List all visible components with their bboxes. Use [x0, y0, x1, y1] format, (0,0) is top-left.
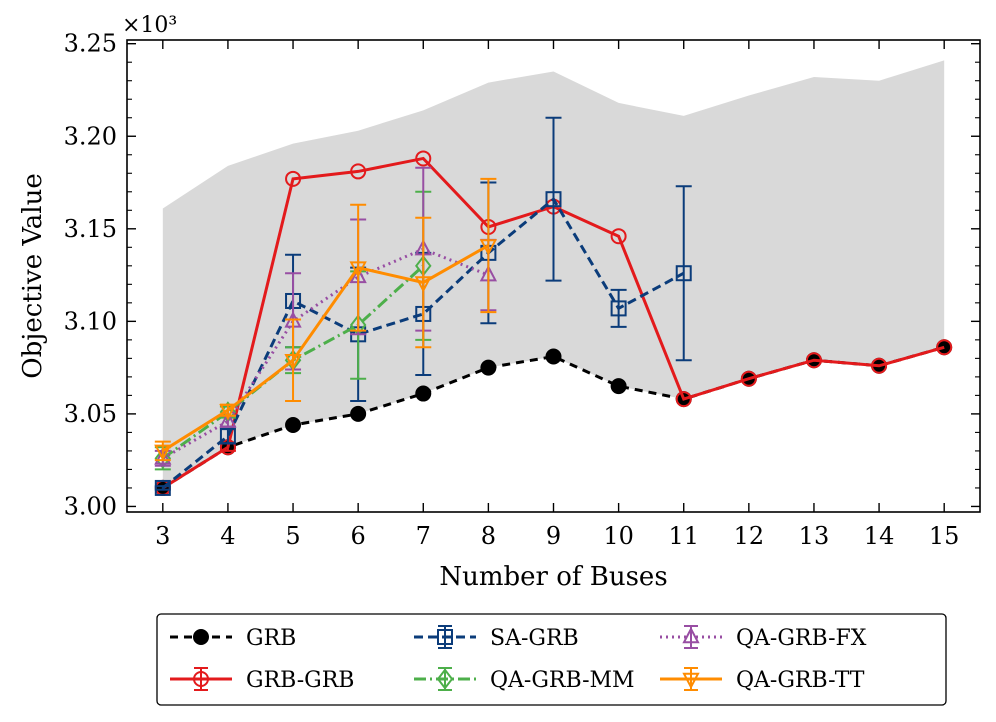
legend-marker	[682, 672, 700, 690]
point-qa_grb_mm	[154, 447, 172, 470]
point-grb	[415, 385, 432, 402]
x-tick-label: 4	[220, 522, 235, 550]
point-qa_grb_tt	[414, 276, 432, 293]
series-line-qa_grb_tt	[162, 244, 490, 453]
point-qa_grb_tt	[479, 239, 498, 256]
point-grb	[350, 405, 367, 422]
x-tick-label: 3	[155, 522, 170, 550]
point-sa_grb	[610, 300, 627, 317]
y-tick-label: 3.00	[64, 492, 117, 520]
y-tick-label: 3.10	[64, 307, 117, 335]
legend-marker	[437, 629, 453, 645]
legend-marker	[193, 671, 209, 687]
legend: GRB SA-GRB QA-GRB-FX GRB-GRB QA-GRB-MM QA-GRB…	[156, 613, 947, 706]
point-grb_grb	[350, 163, 367, 180]
axis-ticks: 3 4 5 6 7 8 9 10 11 12 13 14 15 3.00 3.05 3.10 3.15 3.20 3…	[64, 30, 980, 550]
legend-label: QA-GRB-TT	[736, 668, 865, 693]
legend-item-qa_grb_tt: QA-GRB-TT	[660, 667, 865, 693]
x-tick-label: 11	[668, 522, 699, 550]
point-grb	[610, 378, 627, 395]
point-qa_grb_fx	[154, 448, 172, 465]
series-qa_grb_tt	[154, 177, 498, 462]
legend-label: SA-GRB	[490, 626, 579, 651]
point-grb_grb	[675, 391, 692, 408]
legend-item-grb: GRB	[170, 626, 296, 651]
legend-box	[156, 613, 947, 706]
x-tick-label: 12	[734, 522, 765, 550]
y-axis-label: Objective Value	[18, 173, 48, 378]
y-scale-label: ×10³	[122, 13, 177, 38]
x-tick-label: 9	[546, 522, 561, 550]
legend-item-qa_grb_mm: QA-GRB-MM	[414, 667, 635, 693]
series-line-sa_grb	[161, 196, 685, 490]
point-grb	[545, 348, 562, 365]
point-grb	[480, 359, 497, 376]
point-qa_grb_fx	[219, 411, 237, 428]
legend-item-grb_grb: GRB-GRB	[170, 667, 354, 693]
point-qa_grb_tt	[154, 444, 172, 462]
point-sa_grb	[219, 428, 236, 445]
point-grb_grb	[285, 170, 302, 187]
series-line-qa_grb_fx	[162, 247, 489, 460]
x-tick-label: 7	[416, 522, 431, 550]
legend-marker	[436, 668, 454, 690]
x-tick-label: 15	[929, 522, 960, 550]
x-tick-label: 8	[481, 522, 496, 550]
point-grb_grb	[871, 357, 888, 374]
x-tick-label: 14	[864, 522, 895, 550]
x-tick-label: 10	[603, 522, 634, 550]
point-grb	[285, 417, 302, 434]
point-qa_grb_tt	[349, 261, 367, 278]
legend-marker	[193, 629, 209, 645]
legend-label: GRB-GRB	[246, 668, 354, 693]
x-tick-label: 13	[799, 522, 830, 550]
legend-label: QA-GRB-MM	[490, 668, 635, 693]
point-sa_grb	[675, 265, 692, 282]
legend-items: GRB SA-GRB QA-GRB-FX GRB-GRB QA-GRB-MM QA-GRB…	[170, 625, 867, 693]
point-sa_grb	[545, 191, 562, 208]
series-layer	[154, 116, 953, 496]
y-tick-label: 3.15	[64, 215, 117, 243]
y-tick-label: 3.05	[64, 400, 117, 428]
point-grb_grb	[805, 352, 822, 369]
y-tick-label: 3.25	[64, 30, 117, 58]
legend-item-qa_grb_fx: QA-GRB-FX	[660, 625, 867, 651]
y-tick-label: 3.20	[64, 122, 117, 150]
legend-item-sa_grb: SA-GRB	[414, 625, 579, 651]
legend-marker	[682, 626, 700, 644]
x-axis-label: Number of Buses	[439, 562, 667, 592]
x-tick-label: 5	[285, 522, 300, 550]
point-grb_grb	[936, 339, 953, 356]
point-grb_grb	[610, 228, 627, 245]
point-qa_grb_tt	[284, 353, 302, 371]
point-sa_grb	[154, 479, 171, 496]
legend-label: QA-GRB-FX	[736, 626, 867, 651]
point-grb_grb	[740, 370, 757, 387]
legend-label: GRB	[246, 626, 296, 651]
x-tick-label: 6	[351, 522, 366, 550]
point-qa_grb_tt	[219, 403, 237, 421]
point-grb_grb	[415, 150, 432, 167]
